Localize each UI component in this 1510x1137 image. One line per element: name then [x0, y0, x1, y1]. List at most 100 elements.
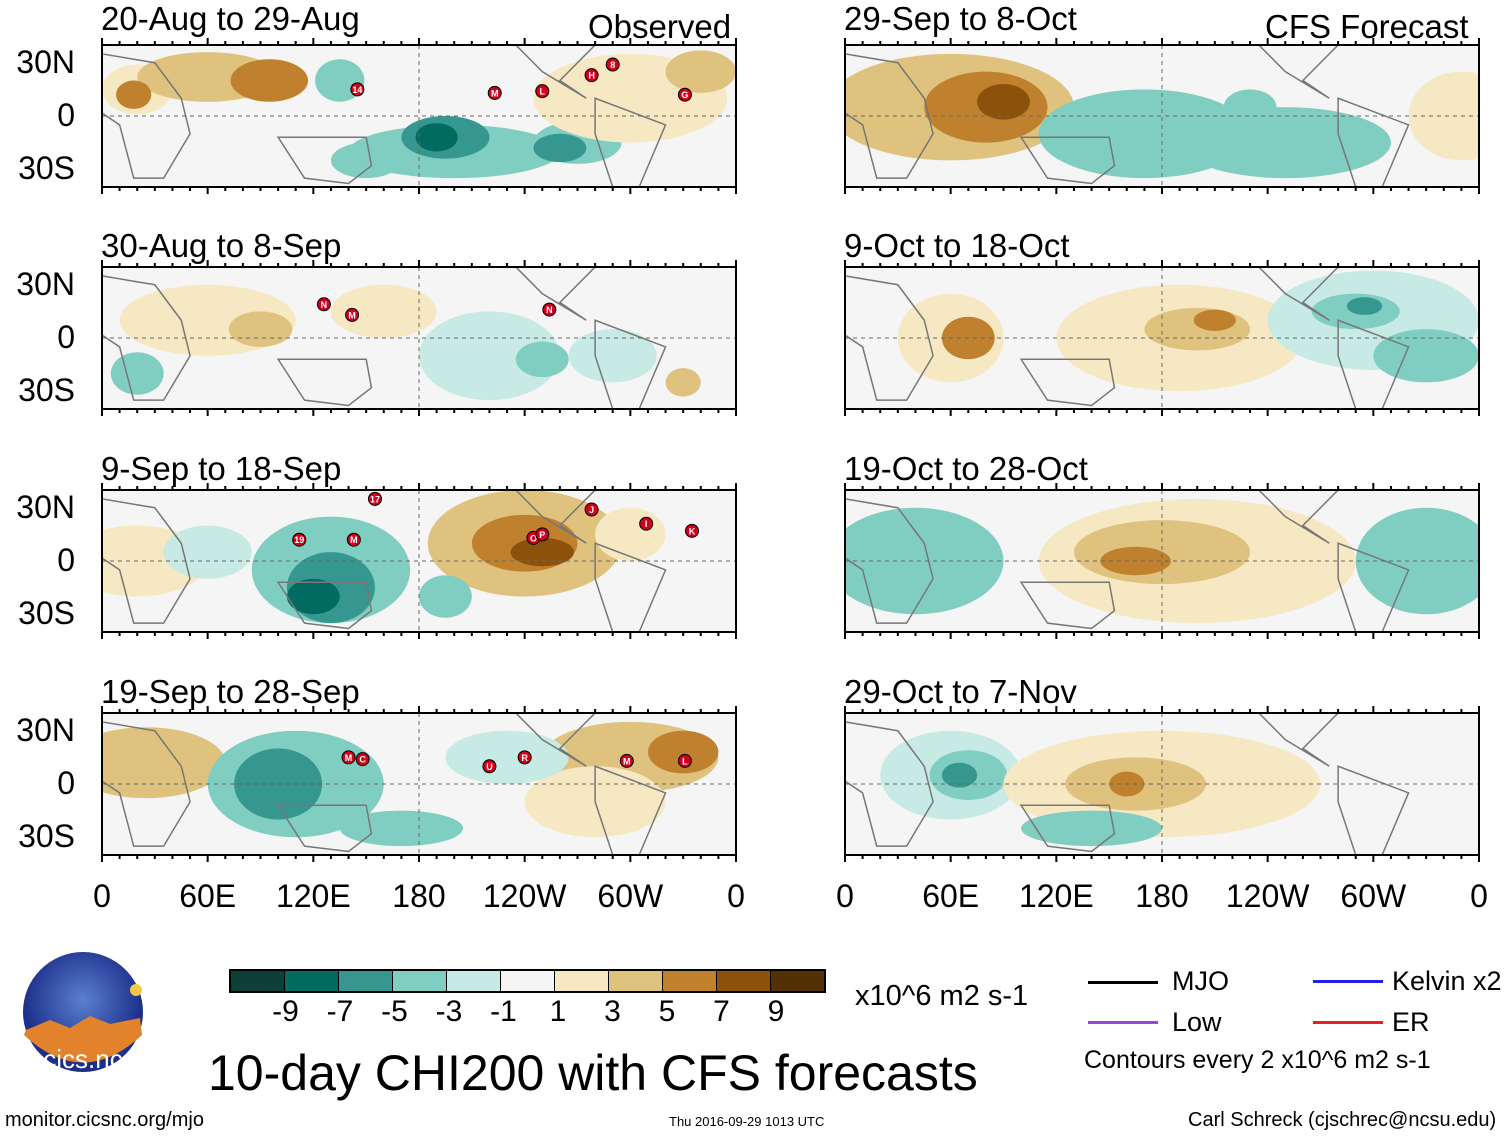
colorbar	[229, 969, 826, 993]
anomaly-contour-fill	[445, 730, 569, 784]
colorbar-units: x10^6 m2 s-1	[855, 980, 1029, 1012]
anomaly-contour-fill	[419, 311, 560, 401]
x-tick-label: 0	[727, 878, 745, 914]
storm-label: P	[539, 530, 545, 540]
coastline	[1257, 490, 1340, 544]
panel-title: 19-Oct to 28-Oct	[844, 450, 1088, 487]
forecast-header: CFS Forecast	[1265, 8, 1469, 45]
tropical-cyclone-marker: U	[482, 759, 497, 774]
anomaly-contour-fill	[977, 84, 1030, 120]
coastline	[845, 275, 934, 401]
anomaly-contour-fill	[102, 727, 226, 799]
storm-label: K	[689, 526, 696, 536]
x-tick-label: 60W	[1340, 878, 1407, 914]
tropical-cyclone-marker: M	[487, 85, 502, 100]
map-panel: M CUR M L	[101, 706, 737, 862]
anomaly-contour-fill	[1355, 507, 1479, 615]
coastline	[102, 275, 191, 401]
storm-label: J	[589, 505, 594, 515]
anomaly-contour-fill	[515, 341, 569, 378]
colorbar-swatch	[231, 971, 285, 991]
coastline	[594, 542, 667, 632]
anomaly-contour-fill	[110, 352, 164, 395]
coastline	[1019, 804, 1116, 853]
footer-author: Carl Schreck (cjschrec@ncsu.edu)	[1188, 1109, 1497, 1131]
panel-title: 9-Sep to 18-Sep	[101, 450, 342, 487]
coastline	[845, 498, 934, 624]
footer-url[interactable]: monitor.cicsnc.org/mjo	[5, 1109, 204, 1131]
colorbar-swatch	[447, 971, 501, 991]
observed-header: Observed	[588, 8, 732, 45]
contour-note: Contours every 2 x10^6 m2 s-1	[1084, 1046, 1431, 1074]
anomaly-contour-fill	[845, 507, 1004, 615]
tropical-cyclone-marker: 14	[350, 82, 365, 97]
legend-kelvin-line	[1313, 980, 1383, 983]
colorbar-swatch	[771, 971, 824, 991]
anomaly-contour-fill	[1144, 307, 1251, 351]
panel-title: 29-Sep to 8-Oct	[844, 0, 1077, 37]
x-tick-label: 180	[1135, 878, 1189, 914]
coastline	[276, 358, 373, 407]
coastline	[276, 804, 373, 853]
y-tick-label: 30S	[18, 150, 75, 187]
tropical-cyclone-marker: M	[619, 753, 634, 768]
coastline	[1337, 97, 1410, 187]
anomaly-contour-fill	[1408, 71, 1479, 161]
storm-label: N	[546, 305, 553, 315]
tropical-cyclone-marker: N	[316, 297, 331, 312]
anomaly-contour-fill	[330, 284, 437, 338]
storm-label: L	[540, 87, 546, 97]
anomaly-contour-fill	[1346, 297, 1383, 315]
colorbar-label: -7	[326, 995, 354, 1028]
coastline	[845, 721, 934, 847]
y-tick-label: 30N	[16, 43, 75, 80]
coastline	[845, 53, 934, 179]
y-tick-label: 0	[57, 97, 75, 133]
anomaly-contour-fill	[1193, 309, 1236, 331]
tropical-cyclone-marker: C	[355, 752, 370, 767]
panel-title: 9-Oct to 18-Oct	[844, 227, 1070, 264]
y-tick-label: 30S	[18, 372, 75, 409]
y-tick-label: 0	[57, 765, 75, 801]
storm-label: 19	[294, 535, 304, 545]
y-tick-label: 0	[57, 319, 75, 355]
x-tick-label: 120W	[1225, 878, 1310, 914]
y-tick-label: 30N	[16, 265, 75, 302]
coastline	[1257, 267, 1340, 321]
coastline	[514, 45, 597, 99]
tropical-cyclone-marker: N	[542, 302, 557, 317]
cics-logo: cics.nc	[23, 952, 143, 1074]
colorbar-label: -9	[272, 995, 299, 1028]
map-panel: 17 19 M O P J I K	[101, 483, 737, 639]
x-tick-label: 0	[1470, 878, 1488, 914]
y-tick-label: 0	[57, 542, 75, 578]
map-panel	[844, 483, 1480, 639]
storm-label: 8	[610, 60, 615, 70]
coastline	[514, 713, 597, 767]
legend-kelvin-label: Kelvin x2	[1392, 966, 1502, 996]
storm-label: O	[530, 533, 537, 543]
anomaly-contour-fill	[228, 311, 293, 347]
tropical-cyclone-marker: R	[517, 750, 532, 765]
storm-label: H	[588, 71, 595, 81]
tropical-cyclone-marker: 17	[367, 491, 382, 506]
storm-label: M	[623, 756, 631, 766]
colorbar-label: 9	[767, 995, 785, 1028]
tropical-cyclone-marker: L	[677, 753, 692, 768]
coastline	[276, 581, 373, 630]
panel-title: 19-Sep to 28-Sep	[101, 673, 360, 710]
coastline	[102, 721, 191, 847]
colorbar-label: 3	[604, 995, 621, 1028]
storm-label: 17	[370, 494, 380, 504]
anomaly-contour-fill	[415, 123, 458, 152]
anomaly-contour-fill	[1021, 810, 1162, 847]
x-tick-label: 60E	[922, 878, 980, 914]
anomaly-contour-fill	[230, 59, 309, 102]
coastline	[1337, 542, 1410, 632]
panel-title: 29-Oct to 7-Nov	[844, 673, 1077, 710]
anomaly-contour-fill	[286, 578, 340, 615]
colorbar-swatch	[285, 971, 339, 991]
x-tick-label: 120E	[275, 878, 351, 914]
colorbar-label: 5	[658, 995, 676, 1028]
anomaly-contour-fill	[1223, 89, 1277, 125]
